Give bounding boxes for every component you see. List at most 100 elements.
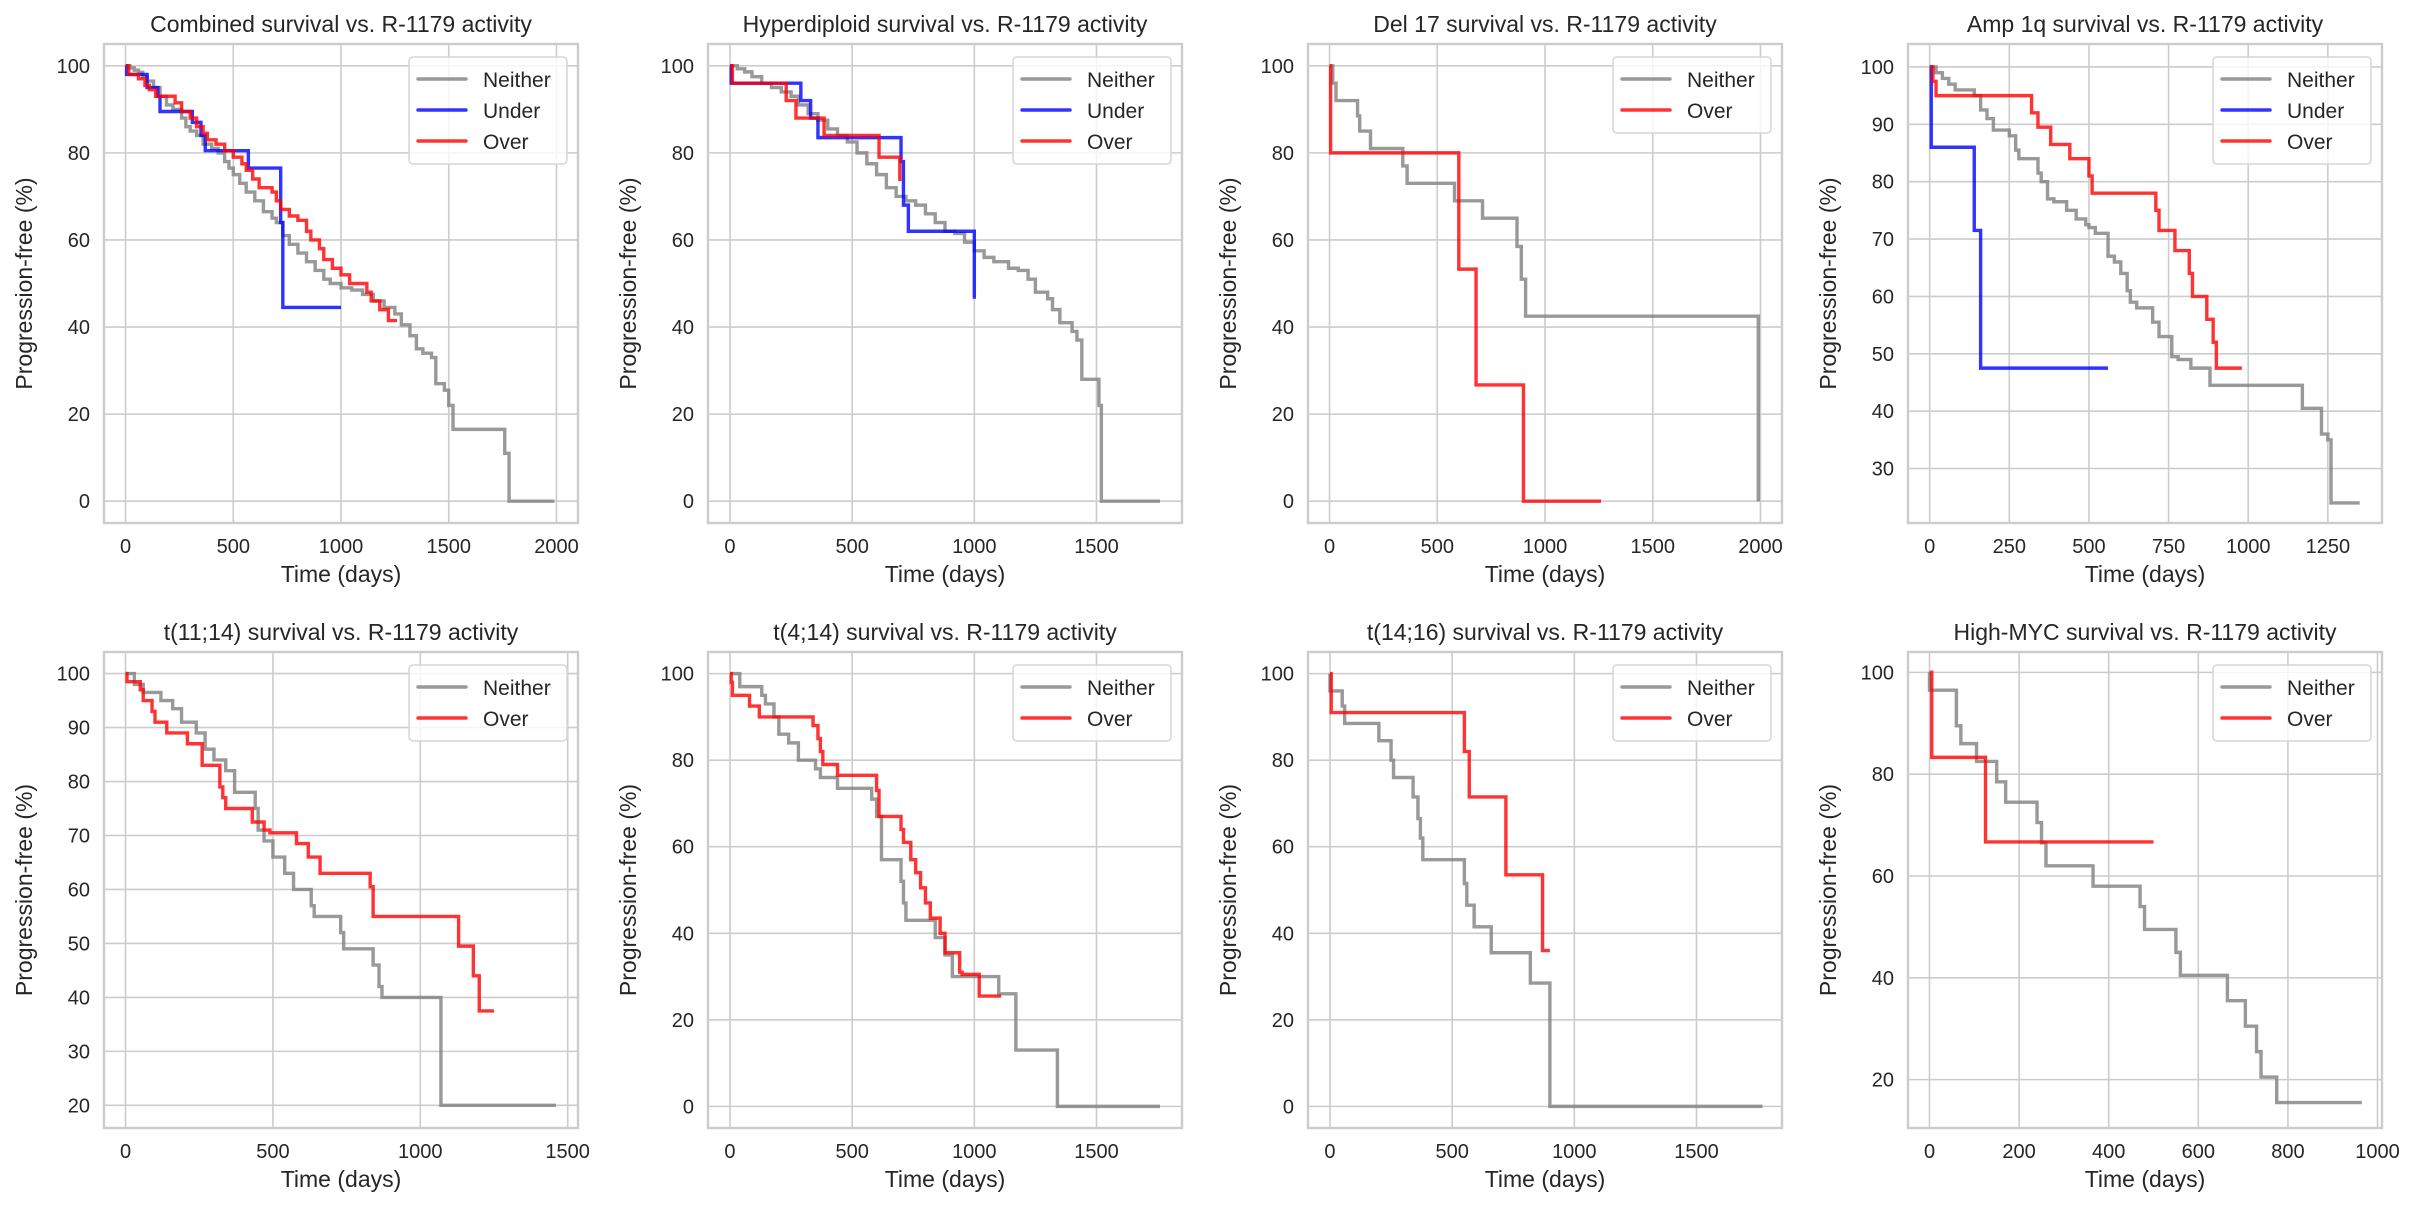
subplot-title: Amp 1q survival vs. R-1179 activity (1967, 11, 2324, 37)
y-tick-label: 0 (79, 491, 90, 513)
legend-box (1612, 664, 1772, 742)
y-tick-label: 70 (68, 825, 90, 847)
x-tick-label: 250 (1993, 536, 2026, 558)
km-curve-over (729, 64, 902, 182)
legend-label-over: Over (483, 131, 529, 154)
subplot-title: Combined survival vs. R-1179 activity (150, 11, 532, 37)
y-tick-label: 100 (1261, 56, 1294, 78)
legend-box (2212, 664, 2372, 742)
subplot-t-4-14: 0 500 1000 1500 0 20 40 60 80 100 t(4;14) survival… (615, 619, 1184, 1192)
legend-label-neither: Neither (483, 69, 551, 92)
km-curve-neither (729, 64, 1161, 503)
x-tick-label: 500 (835, 1141, 868, 1163)
subplot-title: t(11;14) survival vs. R-1179 activity (164, 619, 519, 645)
x-tick-label: 0 (1324, 536, 1335, 558)
x-axis-label: Time (days) (885, 561, 1006, 587)
y-tick-label: 60 (1272, 230, 1294, 252)
x-tick-label: 200 (2002, 1141, 2035, 1163)
y-tick-label: 80 (68, 772, 90, 794)
subplot-combined: 0 500 1000 1500 2000 0 20 40 60 80 100 Combined sur… (11, 11, 580, 587)
y-tick-label: 80 (1272, 750, 1294, 772)
legend-label-neither: Neither (2287, 69, 2355, 92)
x-tick-label: 400 (2092, 1141, 2125, 1163)
subplot-title: t(14;16) survival vs. R-1179 activity (1367, 619, 1724, 645)
y-tick-label: 100 (57, 56, 90, 78)
y-tick-label: 80 (1872, 764, 1894, 786)
legend-label-neither: Neither (1687, 677, 1755, 700)
y-tick-label: 100 (661, 56, 694, 78)
y-tick-label: 60 (672, 837, 694, 859)
y-tick-label: 60 (672, 230, 694, 252)
legend-label-under: Under (2287, 100, 2344, 123)
legend-label-over: Over (2287, 131, 2333, 154)
y-tick-label: 80 (672, 750, 694, 772)
x-tick-label: 0 (724, 1141, 735, 1163)
y-tick-label: 60 (1872, 866, 1894, 888)
x-tick-label: 1500 (545, 1141, 590, 1163)
y-tick-label: 20 (672, 1010, 694, 1032)
axes-frame (706, 42, 1184, 525)
x-axis-label: Time (days) (2085, 1166, 2206, 1192)
x-tick-label: 1250 (2306, 536, 2351, 558)
x-tick-label: 1500 (1674, 1141, 1719, 1163)
legend: Neither Under Over (1012, 56, 1172, 165)
axes-frame (1306, 650, 1784, 1130)
legend: Neither Over (408, 664, 568, 742)
km-curve-over (729, 671, 1002, 998)
legend-label-neither: Neither (1687, 69, 1755, 92)
legend: Neither Under Over (2212, 56, 2372, 165)
subplot-t-14-16: 0 500 1000 1500 0 20 40 60 80 100 t(14;16) surviva… (1215, 619, 1784, 1192)
legend: Neither Over (1612, 56, 1772, 134)
legend-label-over: Over (2287, 708, 2333, 731)
x-tick-label: 1000 (1523, 536, 1568, 558)
subplot-title: Hyperdiploid survival vs. R-1179 activit… (743, 11, 1148, 37)
y-tick-label: 60 (1872, 286, 1894, 308)
y-axis-label: Progression-free (%) (615, 784, 641, 996)
x-tick-label: 800 (2271, 1141, 2304, 1163)
legend-label-over: Over (1087, 708, 1133, 731)
y-tick-label: 60 (68, 879, 90, 901)
subplot-del-17: 0 500 1000 1500 2000 0 20 40 60 80 100 Del 17 survi… (1215, 11, 1784, 587)
legend-box (408, 56, 568, 165)
x-axis-label: Time (days) (1485, 561, 1606, 587)
km-curve-over (125, 671, 494, 1013)
subplot-title: High-MYC survival vs. R-1179 activity (1953, 619, 2337, 645)
x-tick-label: 1000 (952, 1141, 997, 1163)
axes-frame (102, 650, 580, 1130)
y-tick-label: 0 (1283, 491, 1294, 513)
y-tick-label: 80 (68, 143, 90, 165)
x-tick-label: 1500 (1074, 536, 1119, 558)
y-tick-label: 20 (68, 1095, 90, 1117)
y-tick-label: 0 (1283, 1096, 1294, 1118)
x-tick-label: 0 (120, 1141, 131, 1163)
y-axis-label: Progression-free (%) (1815, 177, 1841, 389)
km-curve-over (125, 64, 398, 323)
y-tick-label: 70 (1872, 229, 1894, 251)
y-tick-label: 40 (672, 923, 694, 945)
x-tick-label: 0 (724, 536, 735, 558)
legend-label-neither: Neither (1087, 677, 1155, 700)
y-tick-label: 90 (68, 718, 90, 740)
x-tick-label: 0 (1924, 1141, 1935, 1163)
axes-frame (1906, 650, 2384, 1130)
y-tick-label: 0 (683, 491, 694, 513)
y-tick-label: 40 (672, 317, 694, 339)
x-tick-label: 1500 (426, 536, 471, 558)
y-tick-label: 60 (68, 230, 90, 252)
y-axis-label: Progression-free (%) (1215, 177, 1241, 389)
y-tick-label: 100 (661, 664, 694, 686)
km-curve-over (1328, 64, 1602, 503)
y-tick-label: 30 (1872, 459, 1894, 481)
legend-label-over: Over (1687, 100, 1733, 123)
y-tick-label: 40 (1872, 968, 1894, 990)
legend-box (1612, 56, 1772, 134)
subplot-hyperdiploid: 0 500 1000 1500 0 20 40 60 80 100 Hyperdiploid sur… (615, 11, 1184, 587)
x-tick-label: 1000 (1552, 1141, 1597, 1163)
km-curve-neither (1328, 673, 1763, 1109)
y-tick-label: 60 (1272, 837, 1294, 859)
legend: Neither Over (1012, 664, 1172, 742)
km-curve-over (1329, 671, 1550, 953)
x-axis-label: Time (days) (1485, 1166, 1606, 1192)
x-tick-label: 1000 (952, 536, 997, 558)
